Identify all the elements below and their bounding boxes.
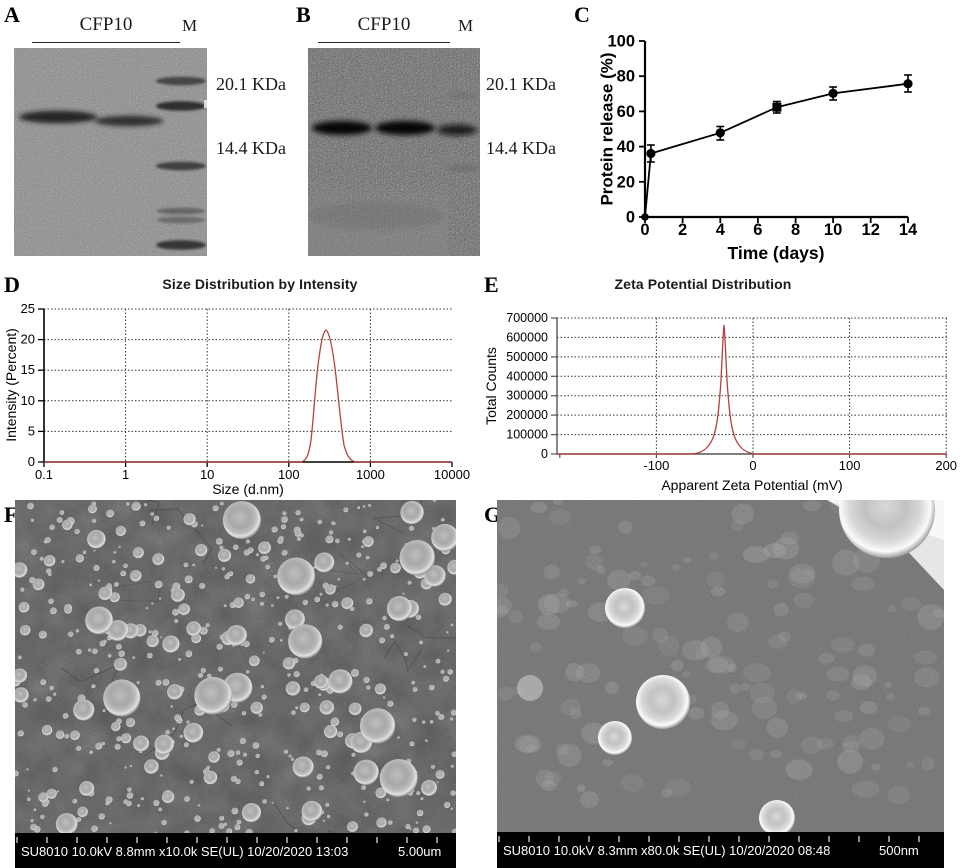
svg-text:0: 0	[28, 454, 35, 469]
svg-text:25: 25	[21, 301, 35, 316]
svg-text:0.1: 0.1	[35, 467, 53, 482]
svg-text:0: 0	[640, 221, 649, 239]
svg-text:0: 0	[749, 458, 756, 473]
svg-text:400000: 400000	[506, 369, 548, 383]
svg-text:-100: -100	[643, 458, 669, 473]
svg-text:Total Counts: Total Counts	[483, 347, 499, 425]
svg-text:20: 20	[617, 173, 635, 191]
svg-text:SU8010 10.0kV 8.8mm x10.0k SE(: SU8010 10.0kV 8.8mm x10.0k SE(UL) 10/20/…	[21, 844, 348, 859]
svg-text:14: 14	[899, 221, 918, 239]
svg-text:20: 20	[21, 332, 35, 347]
svg-text:10: 10	[824, 221, 842, 239]
svg-text:6: 6	[753, 221, 762, 239]
svg-text:60: 60	[617, 103, 635, 121]
svg-text:40: 40	[617, 138, 635, 156]
svg-text:10000: 10000	[434, 467, 470, 482]
svg-text:Intensity (Percent): Intensity (Percent)	[3, 328, 19, 442]
svg-text:80: 80	[617, 68, 635, 86]
svg-text:0: 0	[626, 209, 635, 227]
svg-text:4: 4	[716, 221, 726, 239]
svg-text:300000: 300000	[506, 389, 548, 403]
svg-text:15: 15	[21, 362, 35, 377]
svg-text:5.00um: 5.00um	[398, 844, 441, 859]
svg-text:0: 0	[541, 447, 548, 461]
svg-text:SU8010 10.0kV 8.3mm x80.0k SE(: SU8010 10.0kV 8.3mm x80.0k SE(UL) 10/20/…	[503, 843, 830, 858]
svg-text:10: 10	[200, 467, 214, 482]
svg-text:Time (days): Time (days)	[728, 243, 825, 263]
svg-text:2: 2	[678, 221, 687, 239]
svg-text:5: 5	[28, 423, 35, 438]
svg-text:100000: 100000	[506, 428, 548, 442]
svg-text:1000: 1000	[356, 467, 385, 482]
svg-text:500000: 500000	[506, 350, 548, 364]
svg-text:500nm: 500nm	[879, 843, 919, 858]
svg-text:1: 1	[122, 467, 129, 482]
svg-text:700000: 700000	[506, 311, 548, 325]
svg-text:100: 100	[278, 467, 300, 482]
svg-text:100: 100	[607, 33, 635, 51]
svg-text:200000: 200000	[506, 408, 548, 422]
svg-text:10: 10	[21, 393, 35, 408]
svg-text:600000: 600000	[506, 330, 548, 344]
svg-text:Protein release (%): Protein release (%)	[598, 52, 617, 205]
svg-text:Size (d.nm): Size (d.nm)	[212, 481, 284, 497]
svg-text:12: 12	[862, 221, 880, 239]
svg-text:100: 100	[839, 458, 861, 473]
svg-text:8: 8	[791, 221, 800, 239]
svg-text:Apparent Zeta Potential (mV): Apparent Zeta Potential (mV)	[661, 477, 842, 493]
svg-text:200: 200	[935, 458, 957, 473]
